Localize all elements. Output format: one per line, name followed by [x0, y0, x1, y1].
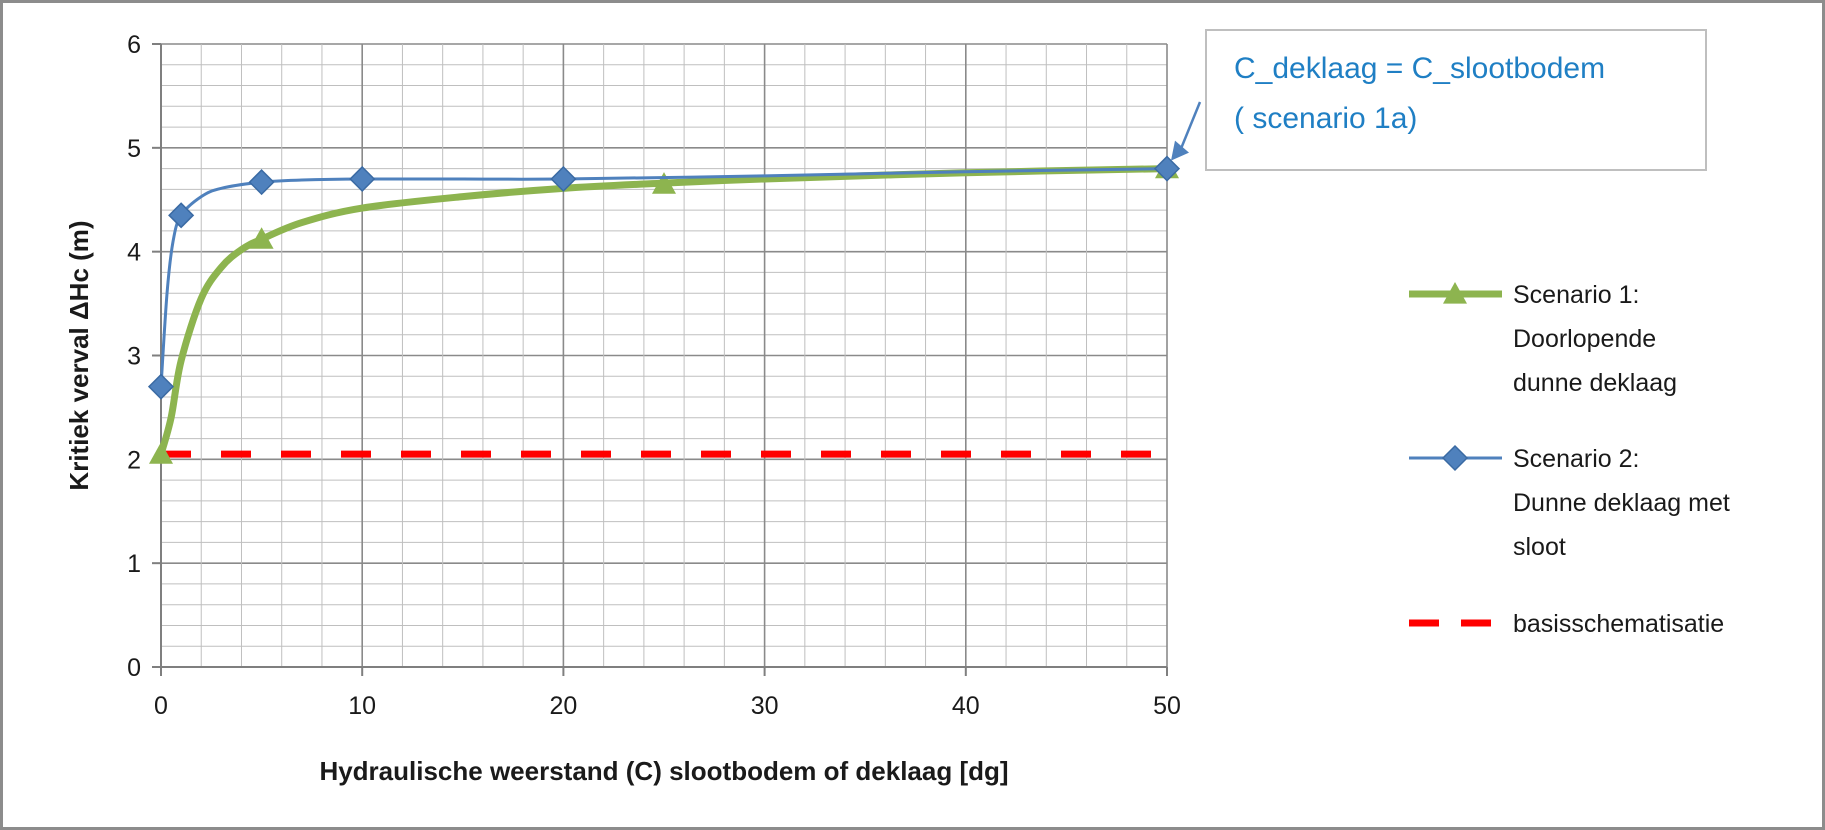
series-line: [159, 167, 1168, 387]
legend-label: Scenario 1:: [1513, 281, 1639, 309]
data-point: [149, 442, 173, 464]
series-line: [157, 165, 1168, 456]
legend-marker: [1441, 444, 1469, 472]
legend-entry-1: Scenario 1: Doorlopende dunne deklaag: [1409, 281, 1677, 397]
x-tick-label: 50: [1153, 692, 1181, 720]
annotation-text: C_deklaag = C_slootbodem: [1234, 52, 1605, 85]
data-point: [349, 165, 376, 193]
data-point: [168, 202, 195, 229]
data-point: [652, 172, 676, 194]
annotation-arrow-line: [1179, 101, 1202, 150]
y-tick-label: 3: [127, 343, 141, 371]
y-tick-label: 4: [127, 239, 141, 267]
legend-label: dunne deklaag: [1513, 369, 1677, 397]
annotation-arrowhead: [1171, 140, 1189, 161]
x-tick-label: 10: [348, 692, 376, 720]
x-tick-label: 30: [751, 692, 779, 720]
legend-entry-2: Scenario 2: Dunne deklaag met sloot: [1409, 444, 1730, 561]
series: [147, 155, 1181, 464]
data-point: [248, 169, 275, 196]
y-axis-title: Kritiek verval ΔHc (m): [64, 220, 94, 490]
y-tick-label: 0: [127, 654, 141, 682]
annotation-box: [1205, 29, 1707, 171]
data-point: [550, 165, 577, 193]
x-tick-label: 40: [952, 692, 980, 720]
legend-label: sloot: [1513, 533, 1566, 561]
x-tick-label: 0: [154, 692, 168, 720]
annotation: C_deklaag = C_slootbodem ( scenario 1a): [1171, 29, 1707, 171]
series-2: [147, 155, 1181, 400]
y-tick-label: 1: [127, 550, 141, 578]
x-axis-title: Hydraulische weerstand (C) slootbodem of…: [319, 756, 1008, 786]
grid: [160, 43, 1168, 668]
legend-marker: [1443, 282, 1467, 304]
axes: 0 1 2 3 4 5 6 0 10 20 30 40 50: [127, 31, 1181, 720]
data-point: [249, 227, 274, 249]
x-tick-label: 20: [549, 692, 577, 720]
legend-label: Doorlopende: [1513, 325, 1656, 353]
annotation-text: ( scenario 1a): [1234, 102, 1417, 135]
data-point: [1153, 155, 1181, 182]
legend-label: Scenario 2:: [1513, 445, 1639, 473]
y-tick-label: 2: [127, 446, 141, 474]
y-tick-label: 5: [127, 135, 141, 163]
data-point: [147, 373, 175, 400]
legend-label: basisschematisatie: [1513, 610, 1724, 638]
legend-label: Dunne deklaag met: [1513, 489, 1730, 517]
y-tick-label: 6: [127, 31, 141, 59]
legend-entry-3: basisschematisatie: [1409, 610, 1724, 638]
